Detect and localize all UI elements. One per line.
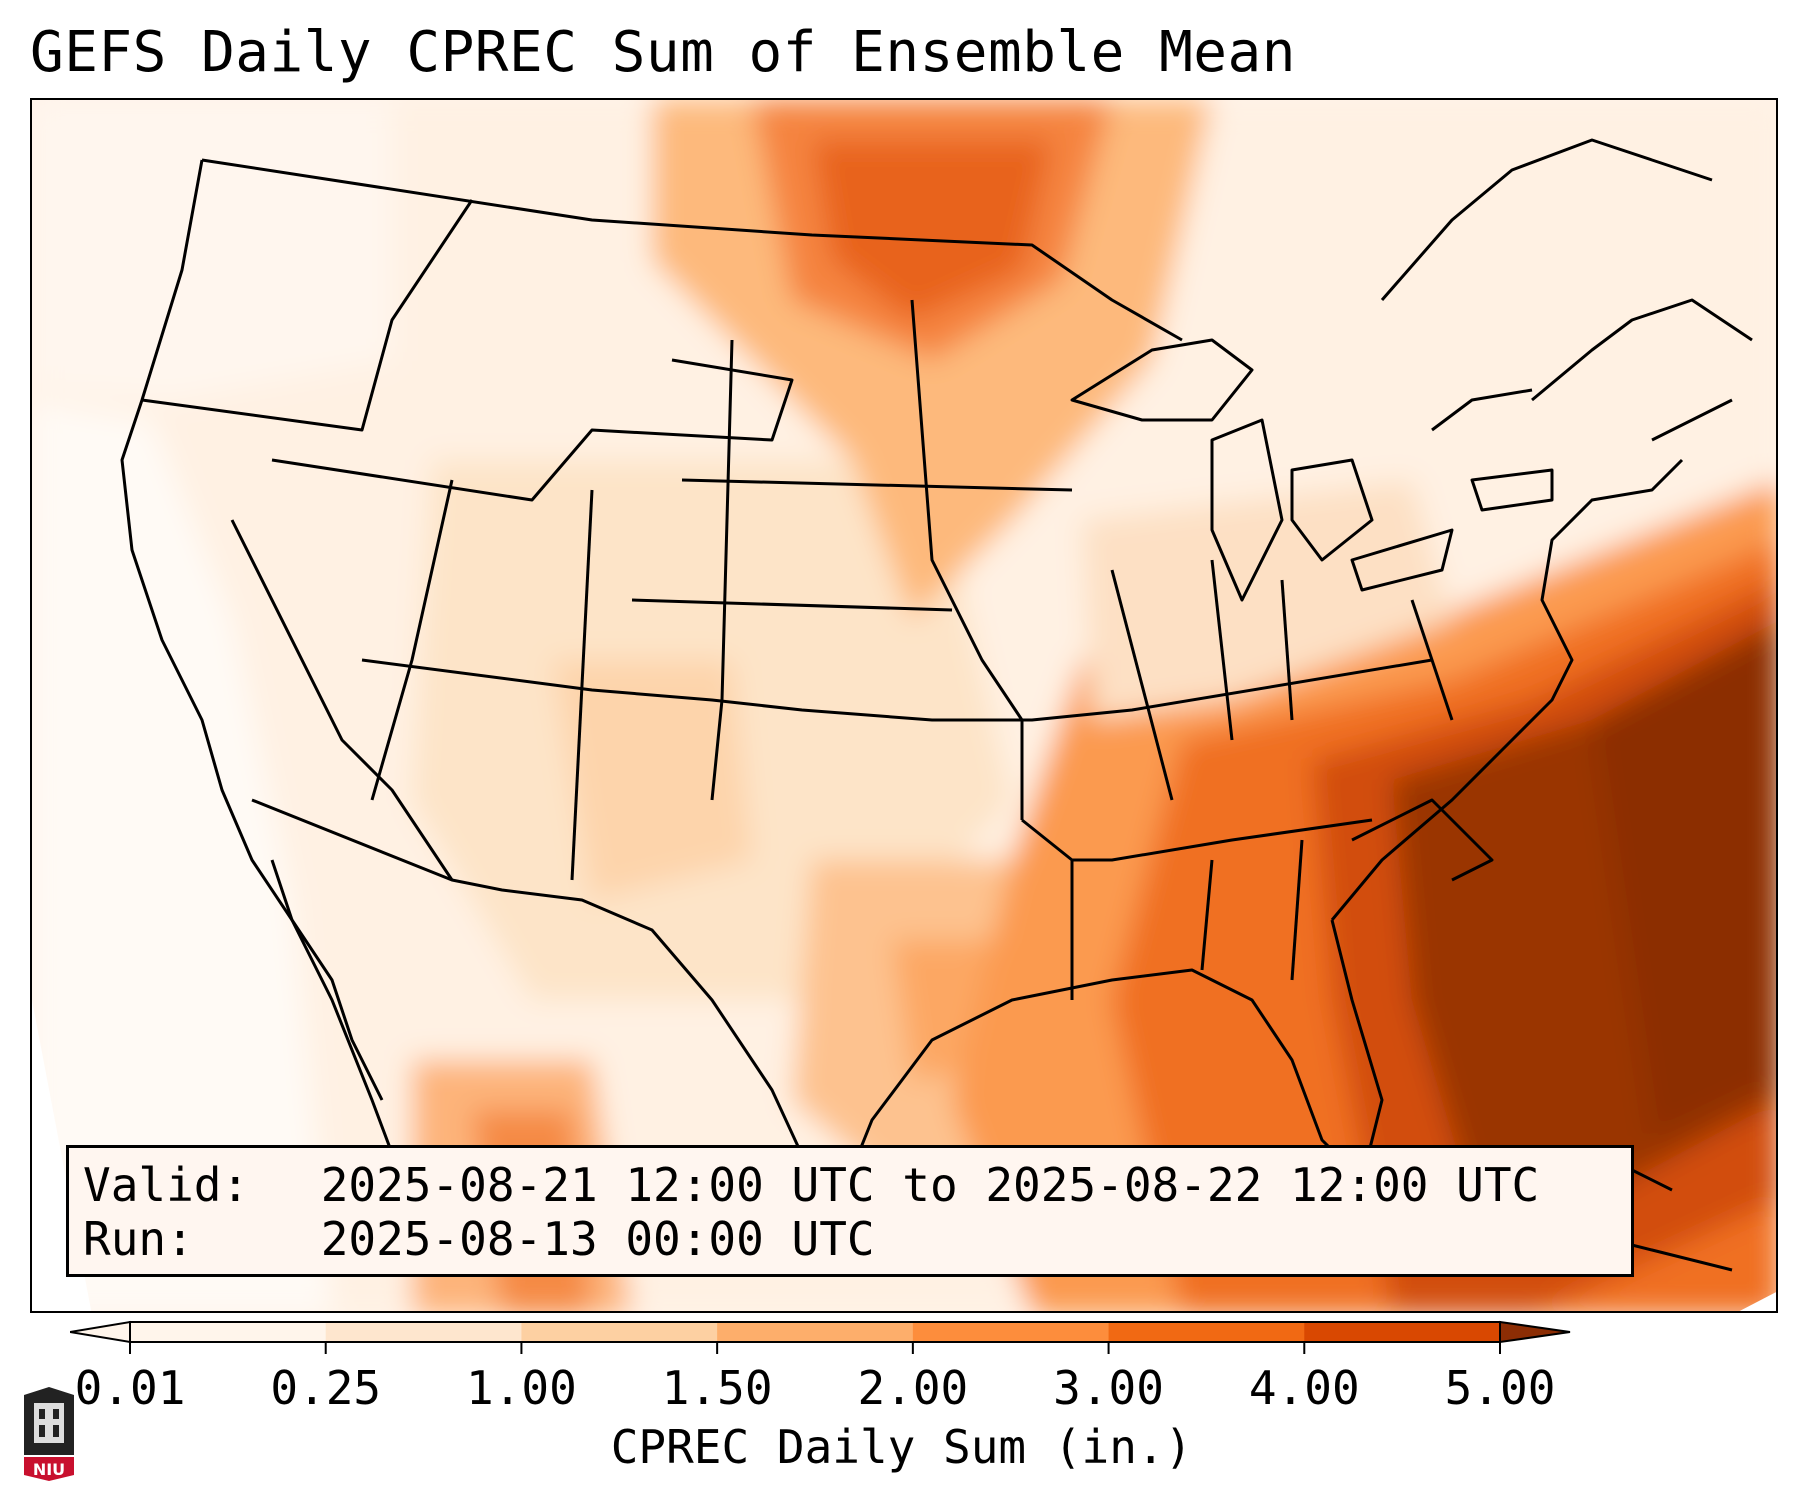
niu-logo-icon: NIU [20,1385,78,1483]
colorbar-tick-label: 3.00 [1053,1361,1164,1415]
colorbar-segment [521,1322,718,1342]
colorbar-label: CPREC Daily Sum (in.) [610,1420,1193,1474]
colorbar-segment [325,1322,522,1342]
niu-logo-text: NIU [32,1460,66,1479]
precip-map-canvas [32,100,1776,1311]
precip-map [30,98,1778,1313]
valid-value: 2025-08-21 12:00 UTC to 2025-08-22 12:00… [320,1158,1540,1212]
colorbar [70,1320,1571,1354]
colorbar-tick-label: 0.25 [270,1361,382,1415]
colorbar-extend-max [1499,1320,1571,1344]
valid-run-info-box: Valid: 2025-08-21 12:00 UTC to 2025-08-2… [66,1145,1634,1277]
colorbar-tick-label: 1.50 [661,1361,773,1415]
colorbar-tick-label: 0.01 [74,1361,186,1415]
colorbar-extend-min [70,1320,131,1344]
niu-logo-shield [24,1387,74,1481]
precip-field [32,100,1776,1311]
colorbar-tick-label: 1.00 [466,1361,577,1415]
colorbar-segment [717,1322,914,1342]
valid-line: Valid: 2025-08-21 12:00 UTC to 2025-08-2… [83,1158,1617,1212]
colorbar-outline [129,1321,1501,1343]
valid-label: Valid: [83,1158,250,1212]
colorbar-segment [130,1322,327,1342]
colorbar-segment [1108,1322,1305,1342]
state-borders [120,138,1753,1272]
run-value: 2025-08-13 00:00 UTC [320,1212,875,1266]
colorbar-segment [1304,1322,1501,1342]
colorbar-tick-label: 2.00 [857,1361,969,1415]
map-title: GEFS Daily CPREC Sum of Ensemble Mean [30,20,1296,85]
colorbar-tick-label: 4.00 [1248,1361,1360,1415]
run-line: Run: 2025-08-13 00:00 UTC [83,1212,1617,1266]
colorbar-tick-label: 5.00 [1444,1361,1556,1415]
colorbar-segment [912,1322,1110,1342]
run-label: Run: [83,1212,194,1266]
